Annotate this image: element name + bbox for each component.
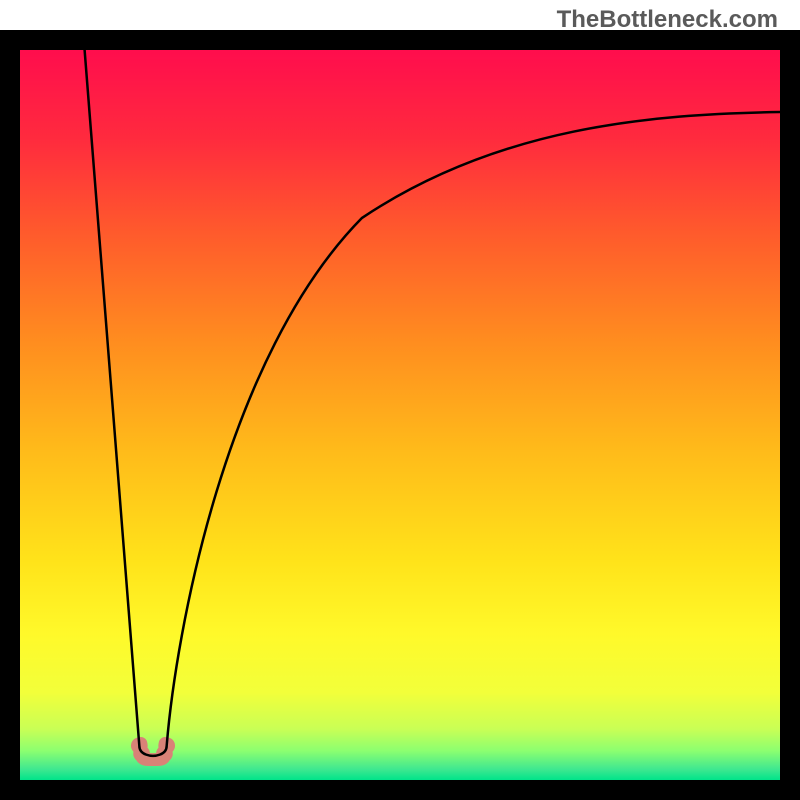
watermark-text: TheBottleneck.com [557, 6, 778, 34]
frame-border-right [780, 30, 800, 800]
bottleneck-chart [0, 0, 800, 800]
chart-stage: TheBottleneck.com [0, 0, 800, 800]
frame-border-bottom [0, 780, 800, 800]
frame-border-left [0, 30, 20, 800]
